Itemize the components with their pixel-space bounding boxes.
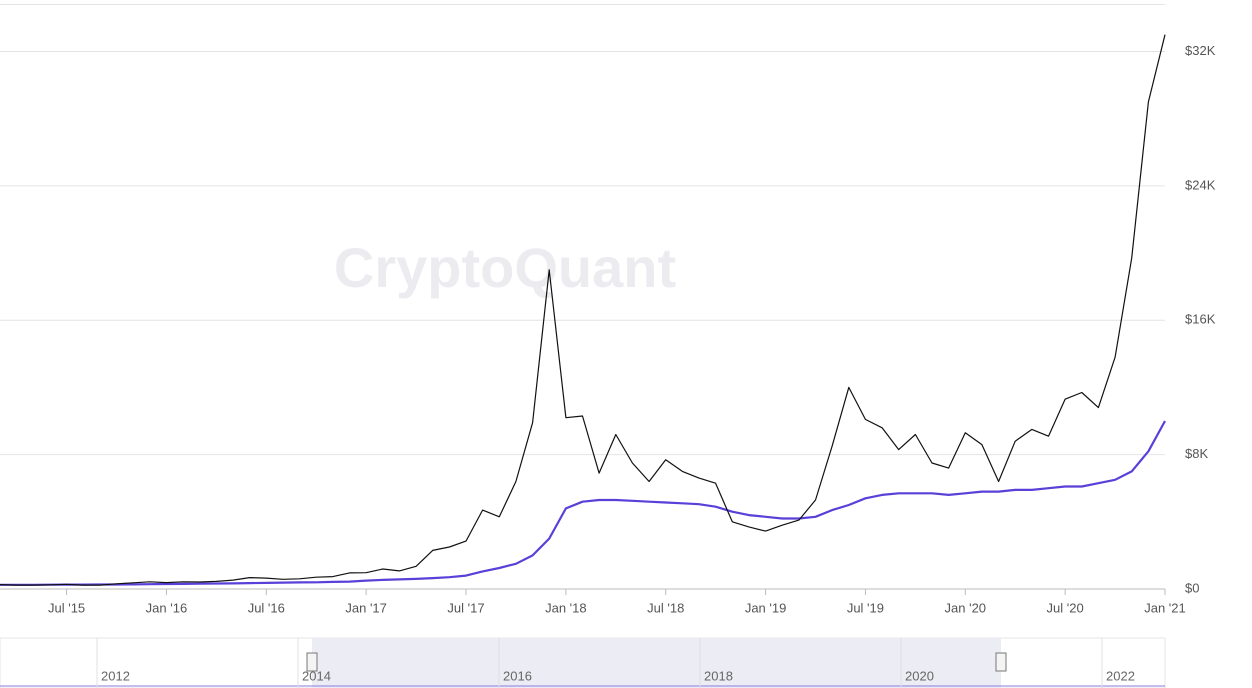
y-tick-label: $32K: [1185, 43, 1216, 58]
x-tick-label: Jul '15: [48, 600, 85, 615]
navigator-label: 2012: [101, 668, 130, 683]
navigator-label: 2016: [503, 668, 532, 683]
navigator-handle[interactable]: [306, 652, 318, 672]
x-tick-label: Jan '18: [545, 600, 587, 615]
x-tick-label: Jul '19: [847, 600, 884, 615]
navigator-handle[interactable]: [995, 652, 1007, 672]
x-tick-label: Jan '19: [745, 600, 787, 615]
x-tick-label: Jan '16: [146, 600, 188, 615]
x-tick-label: Jul '16: [248, 600, 285, 615]
watermark: CryptoQuant: [334, 236, 676, 299]
y-tick-label: $8K: [1185, 446, 1208, 461]
x-tick-label: Jul '17: [447, 600, 484, 615]
navigator-selection[interactable]: [312, 638, 1001, 688]
navigator-label: 2018: [704, 668, 733, 683]
series-line: [0, 420, 1166, 586]
x-tick-label: Jan '17: [345, 600, 387, 615]
navigator[interactable]: 2012 2014 2016 2018 2020 2022: [0, 637, 1166, 688]
y-tick-label: $0: [1185, 580, 1199, 595]
x-tick-label: Jul '18: [647, 600, 684, 615]
navigator-label: 2022: [1106, 668, 1135, 683]
x-tick-label: Jan '20: [945, 600, 987, 615]
navigator-label: 2020: [905, 668, 934, 683]
x-tick-label: Jan '21: [1144, 600, 1186, 615]
y-tick-label: $16K: [1185, 312, 1216, 327]
y-tick-label: $24K: [1185, 177, 1216, 192]
x-tick-label: Jul '20: [1047, 600, 1084, 615]
navigator-label: 2014: [302, 668, 331, 683]
series-line: [0, 34, 1166, 586]
